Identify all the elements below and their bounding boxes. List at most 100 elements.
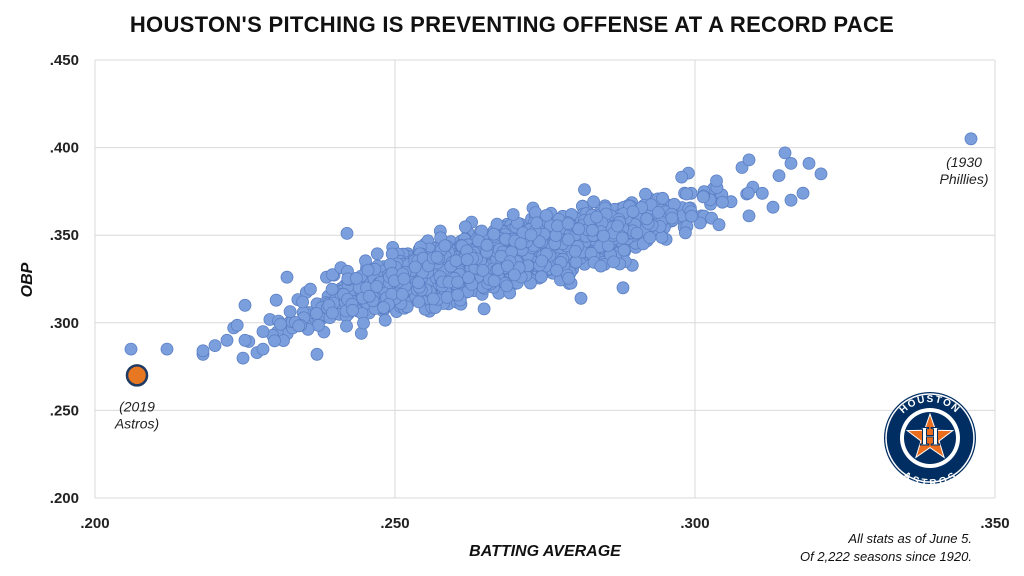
data-point <box>508 268 521 282</box>
data-point <box>326 268 339 282</box>
data-point <box>346 303 360 317</box>
data-points <box>124 132 978 387</box>
y-tick-label: .350 <box>50 227 79 244</box>
data-point <box>535 254 549 268</box>
data-point <box>310 306 323 320</box>
data-point <box>679 226 692 240</box>
data-point <box>238 333 252 347</box>
data-point <box>802 156 816 170</box>
data-point <box>533 235 546 249</box>
y-axis-label: OBP <box>19 262 36 297</box>
data-point <box>796 186 810 200</box>
data-point <box>597 229 610 243</box>
data-point <box>310 347 324 361</box>
data-point <box>325 282 339 296</box>
data-point <box>357 316 370 330</box>
data-point <box>370 280 384 293</box>
data-point <box>590 210 603 224</box>
chart-title: HOUSTON'S PITCHING IS PREVENTING OFFENSE… <box>129 12 895 37</box>
data-point <box>675 170 689 184</box>
y-tick-label: .400 <box>50 140 79 157</box>
data-point <box>680 187 693 201</box>
data-point <box>626 205 640 219</box>
data-point <box>230 318 244 332</box>
data-point <box>460 253 474 267</box>
data-point <box>451 275 465 289</box>
data-point <box>268 334 281 348</box>
data-point <box>755 186 769 200</box>
data-point <box>712 218 726 232</box>
data-point <box>340 319 353 333</box>
data-point <box>656 191 669 205</box>
data-point <box>616 281 630 295</box>
data-point-2019-astros <box>125 364 149 387</box>
gridlines <box>94 59 996 499</box>
data-point <box>506 208 520 221</box>
data-point <box>451 288 465 302</box>
data-point <box>578 183 591 197</box>
data-point <box>160 342 174 356</box>
data-point <box>561 217 575 231</box>
source-notes: All stats as of June 5. Of 2,222 seasons … <box>800 531 972 564</box>
data-point <box>772 169 786 183</box>
data-point <box>551 219 564 233</box>
data-point <box>561 233 575 247</box>
data-point <box>586 223 599 237</box>
data-point <box>696 190 710 204</box>
data-point <box>292 319 306 333</box>
data-point <box>607 255 620 269</box>
data-point <box>784 193 798 207</box>
data-point <box>693 216 707 230</box>
data-point <box>283 305 297 319</box>
data-point <box>487 274 501 288</box>
data-point <box>361 263 375 277</box>
data-point <box>378 313 392 327</box>
source-note: Of 2,222 seasons since 1920. <box>800 549 972 564</box>
data-point <box>665 211 679 225</box>
data-point <box>208 339 222 353</box>
data-point <box>530 216 544 230</box>
data-point <box>524 228 538 242</box>
data-point <box>349 271 363 285</box>
y-tick-label: .450 <box>50 52 79 69</box>
data-point <box>397 272 411 286</box>
data-point <box>220 333 234 347</box>
data-point <box>778 146 792 160</box>
data-point <box>269 293 283 307</box>
annotation-1930-phillies: Phillies) <box>939 171 988 187</box>
data-point <box>256 325 270 339</box>
data-point <box>426 292 440 306</box>
data-point <box>340 226 354 240</box>
data-point <box>630 226 644 240</box>
data-point <box>238 298 252 312</box>
data-point <box>395 287 409 301</box>
annotation-2019-astros: (2019 <box>119 398 155 414</box>
data-point <box>280 270 294 284</box>
data-point <box>354 326 368 340</box>
x-tick-label: .300 <box>680 515 709 532</box>
star-icon <box>905 412 955 459</box>
data-point <box>611 219 624 233</box>
data-point <box>362 289 376 303</box>
data-point <box>480 238 494 252</box>
data-point <box>617 243 631 257</box>
data-point <box>449 254 463 268</box>
data-point <box>430 250 444 264</box>
annotation-1930-phillies: (1930 <box>946 154 982 170</box>
data-point <box>500 279 514 293</box>
data-point <box>256 342 270 356</box>
data-point <box>408 260 422 274</box>
tick-labels: .200 .250 .300 .350 .400 .450 .200 .250 .300 .350 <box>50 52 1010 532</box>
data-point <box>615 231 629 245</box>
data-point <box>501 259 514 273</box>
y-tick-label: .250 <box>50 402 79 419</box>
data-point <box>568 244 582 258</box>
data-point <box>685 209 699 223</box>
data-point <box>814 167 828 181</box>
x-tick-label: .250 <box>380 515 409 532</box>
data-point <box>587 195 600 209</box>
data-point <box>236 351 250 365</box>
data-point-1930-phillies <box>964 132 978 146</box>
